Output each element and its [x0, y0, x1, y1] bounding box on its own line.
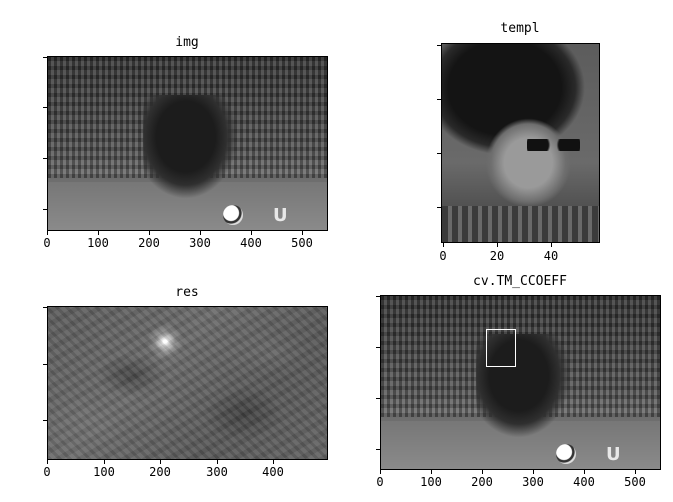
player-figure — [475, 334, 571, 438]
x-tick — [584, 470, 585, 474]
y-tick — [43, 107, 47, 108]
y-tick — [376, 398, 380, 399]
y-tick — [437, 153, 441, 154]
face-eyes — [526, 139, 581, 151]
x-tick — [302, 231, 303, 235]
x-tick — [635, 470, 636, 474]
ball-icon — [556, 444, 576, 464]
y-tick — [437, 99, 441, 100]
x-tick-label: 200 — [471, 475, 493, 489]
x-tick — [273, 460, 274, 464]
x-tick — [47, 231, 48, 235]
x-tick-label: 400 — [262, 465, 284, 479]
y-tick — [43, 420, 47, 421]
image-res — [47, 306, 328, 460]
x-tick — [98, 231, 99, 235]
image-result: U — [380, 295, 661, 470]
logo-mark: U — [606, 444, 621, 465]
y-tick — [376, 449, 380, 450]
x-tick — [47, 460, 48, 464]
player-figure — [142, 95, 238, 199]
x-tick — [380, 470, 381, 474]
x-tick-label: 0 — [376, 475, 384, 489]
logo-mark: U — [273, 205, 288, 226]
ball-icon — [223, 205, 243, 225]
response-texture — [48, 307, 327, 459]
x-tick — [431, 470, 432, 474]
x-tick-label: 100 — [87, 236, 109, 250]
x-tick — [251, 231, 252, 235]
x-tick — [200, 231, 201, 235]
x-tick-label: 300 — [189, 236, 211, 250]
x-tick-label: 200 — [149, 465, 171, 479]
x-tick-label: 300 — [206, 465, 228, 479]
match-rectangle — [486, 329, 516, 367]
x-tick-label: 400 — [573, 475, 595, 489]
x-tick-label: 20 — [489, 249, 505, 263]
x-tick — [217, 460, 218, 464]
x-tick — [533, 470, 534, 474]
panel-title-res: res — [175, 285, 199, 300]
y-tick — [43, 158, 47, 159]
x-tick-label: 100 — [420, 475, 442, 489]
x-tick-label: 40 — [543, 249, 559, 263]
x-tick — [443, 243, 444, 247]
x-tick-label: 0 — [43, 236, 51, 250]
x-tick — [551, 243, 552, 247]
x-tick — [149, 231, 150, 235]
x-tick-label: 500 — [291, 236, 313, 250]
x-tick-label: 300 — [522, 475, 544, 489]
x-tick — [497, 243, 498, 247]
y-tick — [437, 207, 441, 208]
x-tick — [482, 470, 483, 474]
x-tick-label: 200 — [138, 236, 160, 250]
x-tick-label: 0 — [439, 249, 447, 263]
x-tick — [160, 460, 161, 464]
y-tick — [376, 347, 380, 348]
shirt-region — [442, 206, 599, 242]
y-tick — [376, 296, 380, 297]
image-img: U — [47, 56, 328, 231]
y-tick — [43, 57, 47, 58]
panel-title-result: cv.TM_CCOEFF — [473, 274, 567, 289]
y-tick — [43, 364, 47, 365]
x-tick-label: 100 — [93, 465, 115, 479]
x-tick-label: 400 — [240, 236, 262, 250]
y-tick — [437, 45, 441, 46]
y-tick — [43, 307, 47, 308]
panel-title-img: img — [175, 35, 199, 50]
x-tick-label: 500 — [624, 475, 646, 489]
panel-title-templ: templ — [500, 21, 540, 36]
y-tick — [43, 209, 47, 210]
image-templ — [441, 43, 600, 243]
x-tick — [104, 460, 105, 464]
x-tick-label: 0 — [43, 465, 51, 479]
